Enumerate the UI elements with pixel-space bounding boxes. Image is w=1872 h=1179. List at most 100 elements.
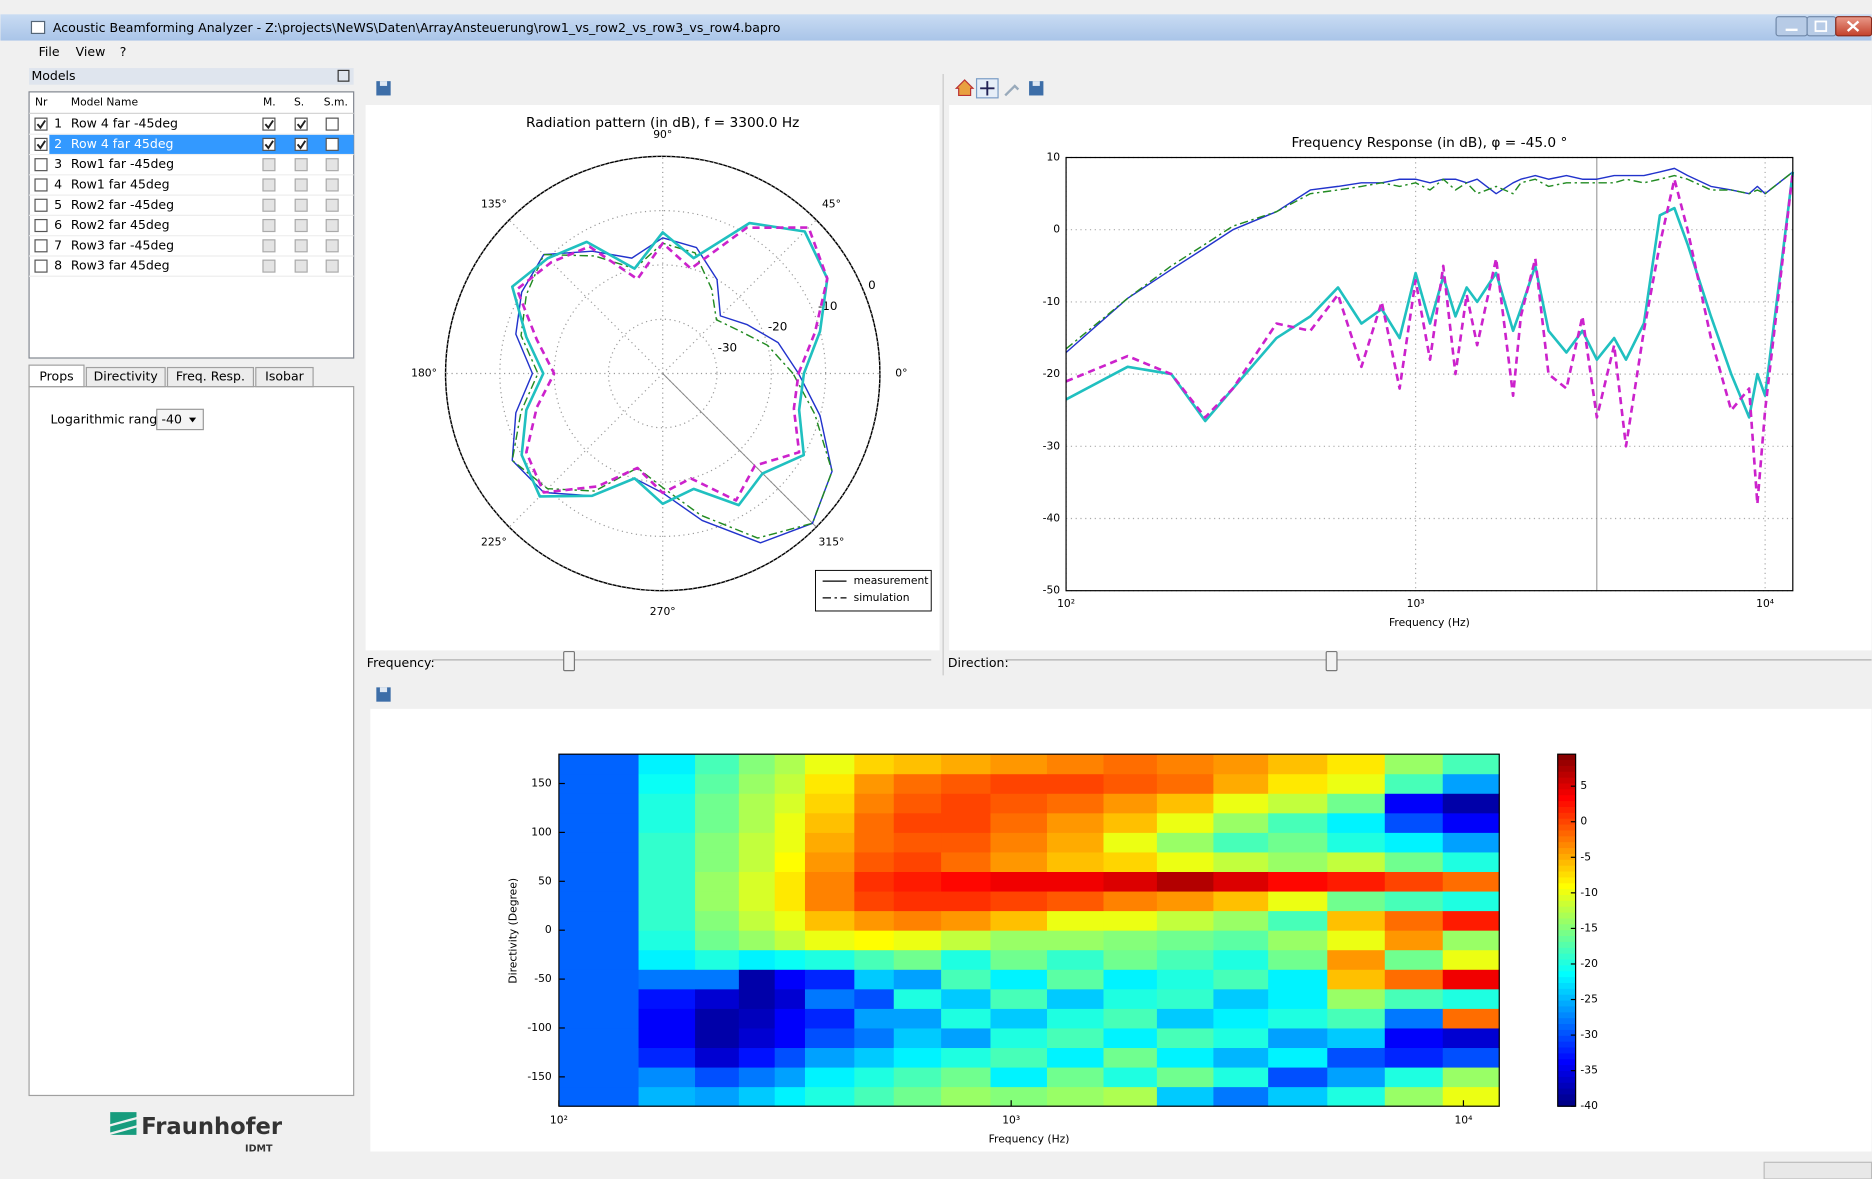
application-window: Acoustic Beamforming Analyzer - Z:\proje… xyxy=(0,0,1872,1179)
measurement-checkbox[interactable] xyxy=(263,199,275,211)
enable-checkbox[interactable] xyxy=(35,260,47,272)
x-tick-label: 10² xyxy=(1057,597,1075,610)
heat-cell xyxy=(1213,1008,1268,1028)
enable-checkbox[interactable] xyxy=(35,199,47,211)
save-icon[interactable] xyxy=(1029,81,1043,95)
colorbar-label: -10 xyxy=(1580,886,1598,899)
heat-cell xyxy=(739,754,775,774)
smooth-checkbox[interactable] xyxy=(326,199,338,211)
row-number: 4 xyxy=(54,176,62,191)
heat-cell xyxy=(739,930,775,950)
heat-cell xyxy=(1327,793,1385,813)
heat-cell xyxy=(1103,1087,1157,1107)
model-name[interactable]: Row 4 far 45deg xyxy=(71,136,174,151)
heat-cell xyxy=(1157,969,1214,989)
heat-cell xyxy=(739,1028,775,1048)
heat-cell xyxy=(1443,891,1500,911)
colorbar-segment xyxy=(1558,1006,1576,1012)
model-name[interactable]: Row 4 far -45deg xyxy=(71,116,178,131)
heat-cell xyxy=(1443,832,1500,852)
measurement-checkbox[interactable] xyxy=(263,220,275,232)
colorbar-segment xyxy=(1558,1089,1576,1095)
smooth-checkbox[interactable] xyxy=(326,118,338,130)
smooth-checkbox[interactable] xyxy=(326,138,338,150)
heat-cell xyxy=(1268,832,1328,852)
heat-cell xyxy=(1047,950,1104,970)
frequency-slider-handle[interactable] xyxy=(564,652,575,671)
heat-cell xyxy=(639,969,696,989)
heat-cell xyxy=(1103,754,1157,774)
measurement-checkbox[interactable] xyxy=(263,260,275,272)
heat-cell xyxy=(894,1067,942,1087)
theta-tick-label: 135° xyxy=(481,198,507,211)
minimize-button[interactable] xyxy=(1776,17,1807,36)
measurement-checkbox[interactable] xyxy=(263,240,275,252)
model-name[interactable]: Row2 far 45deg xyxy=(71,217,170,232)
colorbar-segment xyxy=(1558,924,1576,930)
smooth-checkbox[interactable] xyxy=(326,260,338,272)
measurement-checkbox[interactable] xyxy=(263,159,275,171)
heat-cell xyxy=(1385,813,1443,833)
heat-cell xyxy=(559,774,639,794)
y-tick-label: -20 xyxy=(1043,367,1061,380)
save-icon[interactable] xyxy=(376,81,390,95)
heat-cell xyxy=(1385,1048,1443,1068)
smooth-checkbox[interactable] xyxy=(326,220,338,232)
model-name[interactable]: Row2 far -45deg xyxy=(71,197,174,212)
colorbar-segment xyxy=(1558,913,1576,919)
measurement-checkbox[interactable] xyxy=(263,179,275,191)
colorbar-segment xyxy=(1558,754,1576,760)
smooth-checkbox[interactable] xyxy=(326,240,338,252)
enable-checkbox[interactable] xyxy=(35,159,47,171)
smooth-checkbox[interactable] xyxy=(326,159,338,171)
save-icon[interactable] xyxy=(376,687,390,701)
simulation-checkbox[interactable] xyxy=(295,260,307,272)
colorbar-segment xyxy=(1558,1077,1576,1083)
model-name[interactable]: Row1 far 45deg xyxy=(71,176,170,191)
heat-cell xyxy=(1385,774,1443,794)
enable-checkbox[interactable] xyxy=(35,220,47,232)
direction-slider-handle[interactable] xyxy=(1326,652,1337,671)
menu-item[interactable]: View xyxy=(76,44,106,59)
heat-cell xyxy=(854,1028,894,1048)
heat-cell xyxy=(990,754,1047,774)
heat-cell xyxy=(990,930,1047,950)
enable-checkbox[interactable] xyxy=(35,240,47,252)
simulation-checkbox[interactable] xyxy=(295,179,307,191)
column-header: Nr xyxy=(35,96,48,109)
colorbar-segment xyxy=(1558,1012,1576,1018)
simulation-checkbox[interactable] xyxy=(295,159,307,171)
enable-checkbox[interactable] xyxy=(35,179,47,191)
pan-icon[interactable] xyxy=(977,79,998,98)
heat-cell xyxy=(739,1008,775,1028)
menu-item[interactable]: File xyxy=(39,44,60,59)
maximize-button[interactable] xyxy=(1807,17,1836,36)
heat-cell xyxy=(990,852,1047,872)
logo-unit: IDMT xyxy=(245,1144,273,1155)
heat-cell xyxy=(1327,754,1385,774)
smooth-checkbox[interactable] xyxy=(326,179,338,191)
model-name[interactable]: Row3 far -45deg xyxy=(71,237,174,252)
heat-cell xyxy=(1268,969,1328,989)
heat-cell xyxy=(1327,1028,1385,1048)
heat-cell xyxy=(1385,969,1443,989)
heat-cell xyxy=(1443,930,1500,950)
heat-cell xyxy=(1443,1087,1500,1107)
menu-item[interactable]: ? xyxy=(120,44,127,59)
heat-cell xyxy=(1327,1048,1385,1068)
heat-cell xyxy=(941,989,991,1009)
row-number: 8 xyxy=(54,258,62,273)
model-name[interactable]: Row3 far 45deg xyxy=(71,258,170,273)
model-name[interactable]: Row1 far -45deg xyxy=(71,156,174,171)
heat-cell xyxy=(639,1067,696,1087)
simulation-checkbox[interactable] xyxy=(295,220,307,232)
column-header: S. xyxy=(294,96,304,109)
colorbar-segment xyxy=(1558,983,1576,989)
heat-cell xyxy=(695,950,739,970)
simulation-checkbox[interactable] xyxy=(295,199,307,211)
heat-cell xyxy=(854,813,894,833)
heat-cell xyxy=(1327,989,1385,1009)
heat-cell xyxy=(805,872,855,892)
theta-tick-label: 90° xyxy=(653,128,672,141)
simulation-checkbox[interactable] xyxy=(295,240,307,252)
